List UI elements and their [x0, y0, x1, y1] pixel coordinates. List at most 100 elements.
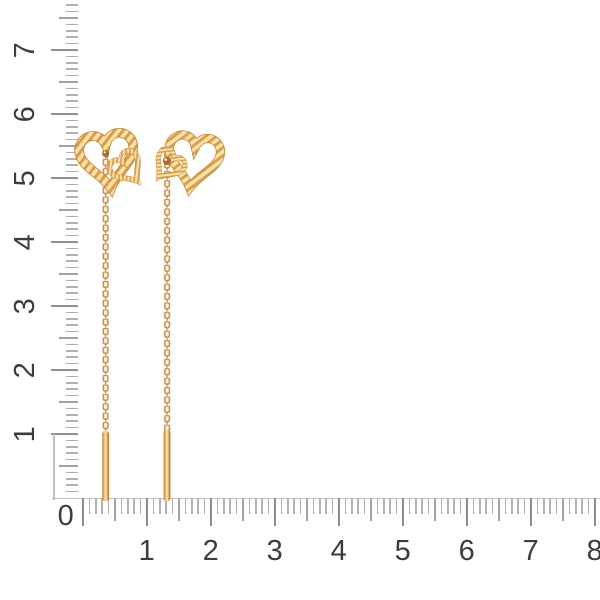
v-ruler-tick	[51, 433, 78, 435]
v-ruler-tick	[65, 170, 78, 173]
v-ruler-tick	[65, 266, 78, 269]
v-ruler-tick	[65, 279, 78, 282]
v-ruler-tick	[65, 426, 78, 429]
h-ruler-tick	[549, 497, 551, 514]
v-ruler-tick	[65, 414, 78, 416]
v-ruler-tick	[65, 362, 78, 365]
v-ruler-tick	[65, 222, 78, 224]
h-ruler-tick	[568, 497, 571, 514]
h-ruler-tick	[562, 497, 564, 521]
h-ruler-tick	[466, 497, 468, 526]
h-ruler-tick	[197, 497, 199, 514]
v-ruler-tick	[65, 215, 78, 218]
h-ruler-tick	[299, 497, 302, 514]
v-ruler-tick	[51, 305, 78, 307]
h-ruler-tick	[171, 497, 174, 514]
v-ruler-spine	[53, 434, 55, 500]
h-ruler-tick	[133, 497, 135, 514]
h-ruler-tick	[146, 497, 148, 526]
v-ruler-tick	[65, 151, 78, 154]
v-ruler-tick	[59, 81, 78, 83]
h-ruler-tick	[517, 497, 519, 514]
v-ruler-tick	[65, 286, 78, 288]
v-ruler-tick	[65, 119, 78, 122]
h-ruler-tick	[344, 497, 347, 514]
v-ruler-tick	[65, 106, 78, 109]
v-ruler-tick	[65, 126, 78, 128]
v-ruler-tick	[65, 311, 78, 314]
h-ruler-label-8: 8	[586, 535, 600, 567]
h-ruler-tick	[280, 497, 283, 514]
clasp-knot	[102, 150, 110, 157]
v-ruler-tick	[51, 177, 78, 179]
h-ruler-tick	[191, 497, 193, 514]
h-ruler-tick	[229, 497, 231, 514]
v-ruler-tick	[65, 68, 78, 70]
h-ruler-tick	[581, 497, 583, 514]
h-ruler-tick	[376, 497, 379, 514]
h-ruler-tick	[152, 497, 155, 514]
h-ruler-label-2: 2	[202, 535, 220, 567]
h-ruler-tick	[165, 497, 167, 514]
v-ruler-tick	[65, 446, 78, 448]
v-ruler-tick	[65, 388, 78, 390]
v-ruler-tick	[65, 356, 78, 358]
v-ruler-tick	[59, 145, 78, 147]
h-ruler-label-6: 6	[458, 535, 476, 567]
clasp-knot-highlight	[103, 151, 106, 154]
v-ruler-tick	[59, 465, 78, 467]
earring-bar-drop	[163, 429, 171, 501]
v-ruler-tick	[65, 439, 78, 442]
v-ruler-tick	[65, 318, 78, 320]
heart-ornament	[78, 131, 150, 191]
h-ruler-label-0: 0	[57, 500, 75, 532]
v-ruler-tick	[51, 241, 78, 243]
v-ruler-tick	[65, 471, 78, 474]
h-ruler-tick	[319, 497, 321, 514]
v-ruler-tick	[65, 394, 78, 397]
h-ruler-tick	[312, 497, 315, 514]
v-ruler-tick	[65, 23, 78, 26]
h-ruler-tick	[427, 497, 430, 514]
v-ruler-tick	[65, 382, 78, 384]
v-ruler-tick	[65, 87, 78, 90]
v-ruler-tick	[65, 452, 78, 454]
v-ruler-tick	[65, 234, 78, 237]
v-ruler-tick	[51, 369, 78, 371]
v-ruler-tick	[51, 113, 78, 115]
h-ruler-tick	[594, 497, 596, 526]
v-ruler-tick	[59, 209, 78, 211]
h-ruler-tick	[472, 497, 475, 514]
h-ruler-tick	[408, 497, 411, 514]
v-ruler-tick	[59, 17, 78, 19]
h-ruler-tick	[287, 497, 289, 514]
h-ruler-label-3: 3	[266, 535, 284, 567]
h-ruler-tick	[523, 497, 526, 514]
v-ruler-tick	[65, 458, 78, 461]
h-ruler-tick	[370, 497, 372, 521]
h-ruler-label-5: 5	[394, 535, 412, 567]
clasp-knot	[162, 157, 171, 165]
h-ruler-tick	[363, 497, 366, 514]
h-ruler-tick	[453, 497, 455, 514]
h-ruler-tick	[120, 497, 123, 514]
v-ruler-tick	[65, 100, 78, 102]
v-ruler-tick	[65, 94, 78, 96]
v-ruler-tick	[65, 490, 78, 493]
h-ruler-tick	[421, 497, 423, 514]
h-ruler-tick	[415, 497, 417, 514]
v-ruler-tick	[65, 138, 78, 141]
v-ruler-tick	[65, 478, 78, 480]
h-ruler-tick	[440, 497, 443, 514]
h-ruler-tick	[261, 497, 263, 514]
v-ruler-tick	[65, 10, 78, 13]
h-ruler-tick	[504, 497, 507, 514]
v-ruler-tick	[65, 190, 78, 192]
h-ruler-tick	[325, 497, 327, 514]
h-ruler-tick	[587, 497, 590, 514]
v-ruler-tick	[65, 407, 78, 410]
h-ruler-tick	[178, 497, 180, 521]
